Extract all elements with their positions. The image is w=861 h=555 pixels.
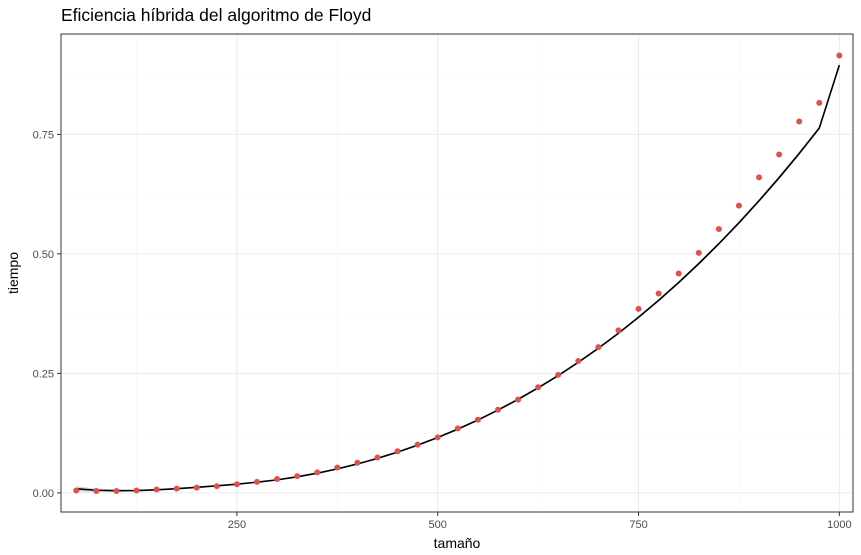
y-axis-title: tiempo [5, 252, 21, 294]
data-point [233, 481, 240, 488]
data-point [776, 151, 783, 158]
data-point [294, 473, 301, 480]
data-point [193, 484, 200, 491]
data-point [394, 448, 401, 455]
chart-title: Eficiencia híbrida del algoritmo de Floy… [61, 5, 371, 25]
data-point [494, 406, 501, 413]
x-tick-label: 1000 [827, 519, 851, 531]
data-point [434, 434, 441, 441]
y-tick-label: 0.00 [33, 488, 54, 500]
data-point [796, 118, 803, 125]
grid-minor [61, 34, 853, 512]
data-point [595, 344, 602, 351]
data-point [314, 469, 321, 476]
data-point [695, 249, 702, 256]
data-point [354, 459, 361, 466]
y-tick-label: 0.75 [33, 129, 54, 141]
data-point [715, 226, 722, 233]
data-point [173, 485, 180, 492]
data-point [555, 371, 562, 378]
data-point [113, 487, 120, 494]
data-point [655, 290, 662, 297]
x-tick-label: 500 [429, 519, 447, 531]
y-tick-label: 0.50 [33, 249, 54, 261]
y-tick-label: 0.25 [33, 368, 54, 380]
panel-background [61, 34, 853, 512]
x-tick-label: 750 [629, 519, 647, 531]
data-point [153, 486, 160, 493]
data-point [274, 476, 281, 483]
data-point [93, 487, 100, 494]
data-point [253, 478, 260, 485]
data-point [836, 52, 843, 59]
data-point [756, 174, 763, 181]
data-point [615, 327, 622, 334]
data-point [334, 464, 341, 471]
x-axis-title: tamaño [434, 535, 481, 551]
data-point [575, 357, 582, 364]
data-point [73, 487, 80, 494]
data-point [675, 270, 682, 277]
x-axis: 250 500 750 1000 [228, 512, 852, 531]
panel-border [60, 33, 854, 513]
data-point [414, 441, 421, 448]
data-point [213, 483, 220, 490]
data-point [474, 416, 481, 423]
data-points [73, 52, 843, 494]
data-point [635, 305, 642, 312]
data-point [454, 425, 461, 432]
data-point [133, 487, 140, 494]
grid-major [61, 34, 853, 512]
data-point [374, 454, 381, 461]
x-tick-label: 250 [228, 519, 246, 531]
y-axis: 0.00 0.25 0.50 0.75 [33, 129, 61, 500]
data-point [735, 202, 742, 209]
plot-panel [60, 33, 854, 513]
data-point [816, 99, 823, 106]
data-point [515, 396, 522, 403]
data-point [535, 384, 542, 391]
